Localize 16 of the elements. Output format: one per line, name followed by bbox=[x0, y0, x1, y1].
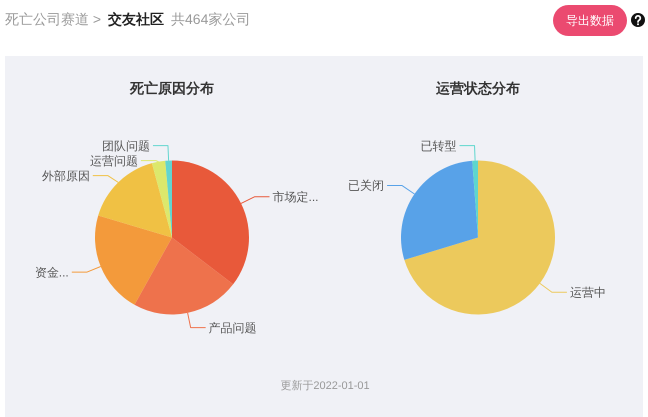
slice-label: 运营中 bbox=[570, 285, 606, 300]
slice-label: 运营问题 bbox=[90, 154, 138, 168]
slice-label: 产品问题 bbox=[208, 320, 257, 335]
button: 导出数据 bbox=[553, 5, 627, 36]
slice-label: 市场定... bbox=[272, 190, 319, 204]
text: 共464家公司 bbox=[171, 10, 250, 27]
chart-title: 死亡原因分布 bbox=[129, 80, 214, 96]
slice-label: 已关闭 bbox=[348, 178, 384, 193]
chart-title: 运营状态分布 bbox=[435, 80, 520, 96]
text: 死亡公司赛道 > bbox=[5, 10, 102, 27]
text: 更新于2022-01-01 bbox=[280, 378, 370, 392]
slice-label: 已转型 bbox=[420, 138, 457, 153]
slice-label: 资金... bbox=[34, 265, 69, 280]
text: 交友社区 bbox=[107, 10, 164, 27]
slice-label: 团队问题 bbox=[102, 138, 150, 153]
slice-label: 外部原因 bbox=[42, 168, 90, 183]
